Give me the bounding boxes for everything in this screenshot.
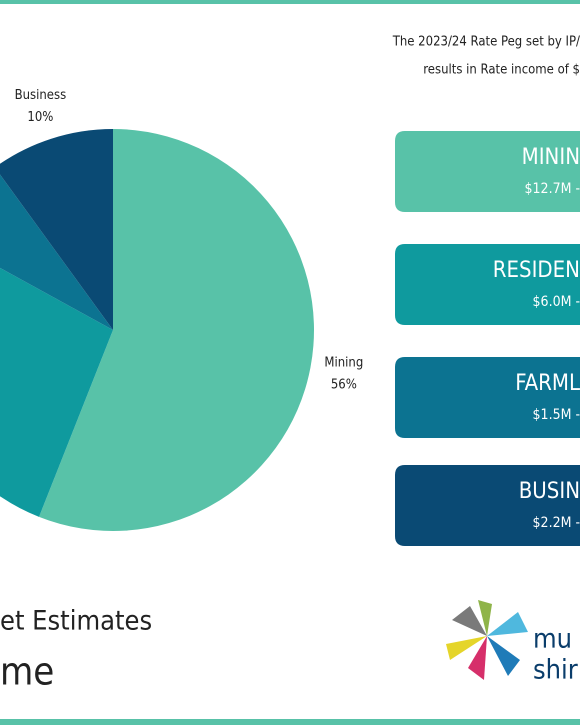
slice-value: 56% bbox=[331, 378, 357, 393]
heading: et Estimates bbox=[0, 606, 152, 637]
card-title: FARML bbox=[515, 371, 580, 396]
card bbox=[395, 465, 580, 546]
pie-slice bbox=[0, 174, 113, 330]
slice-label: Mining bbox=[324, 356, 363, 371]
card-amount: $1.5M - bbox=[533, 407, 580, 423]
pie: Mining 56% Business 10% bbox=[0, 88, 363, 531]
note-line: The 2023/24 Rate Peg set by IP/ bbox=[392, 35, 580, 50]
slice-label: Business bbox=[15, 88, 67, 103]
slice-value: 10% bbox=[27, 110, 53, 125]
pie-slice bbox=[0, 267, 113, 517]
pie-slice bbox=[39, 129, 315, 531]
card-amount: $6.0M - bbox=[533, 294, 580, 310]
logo-text: mu bbox=[533, 624, 572, 655]
card bbox=[395, 357, 580, 438]
note-line: results in Rate income of $ bbox=[423, 63, 580, 78]
card-title: MININ bbox=[522, 145, 580, 170]
top-bar bbox=[0, 0, 580, 4]
heading: me bbox=[0, 650, 54, 694]
card-amount: $2.2M - bbox=[533, 515, 580, 531]
card-amount: $12.7M - bbox=[525, 181, 580, 197]
pie-slice bbox=[0, 129, 113, 330]
card-title: BUSIN bbox=[519, 479, 580, 504]
card-title: RESIDEN bbox=[493, 258, 580, 283]
card bbox=[395, 244, 580, 325]
logo-text: shir bbox=[533, 655, 578, 686]
bottom-bar bbox=[0, 719, 580, 725]
cards: MININ $12.7M - RESIDEN $6.0M - FARML $1.5M - B… bbox=[395, 131, 580, 546]
card bbox=[395, 131, 580, 212]
logo-mark bbox=[446, 600, 528, 680]
